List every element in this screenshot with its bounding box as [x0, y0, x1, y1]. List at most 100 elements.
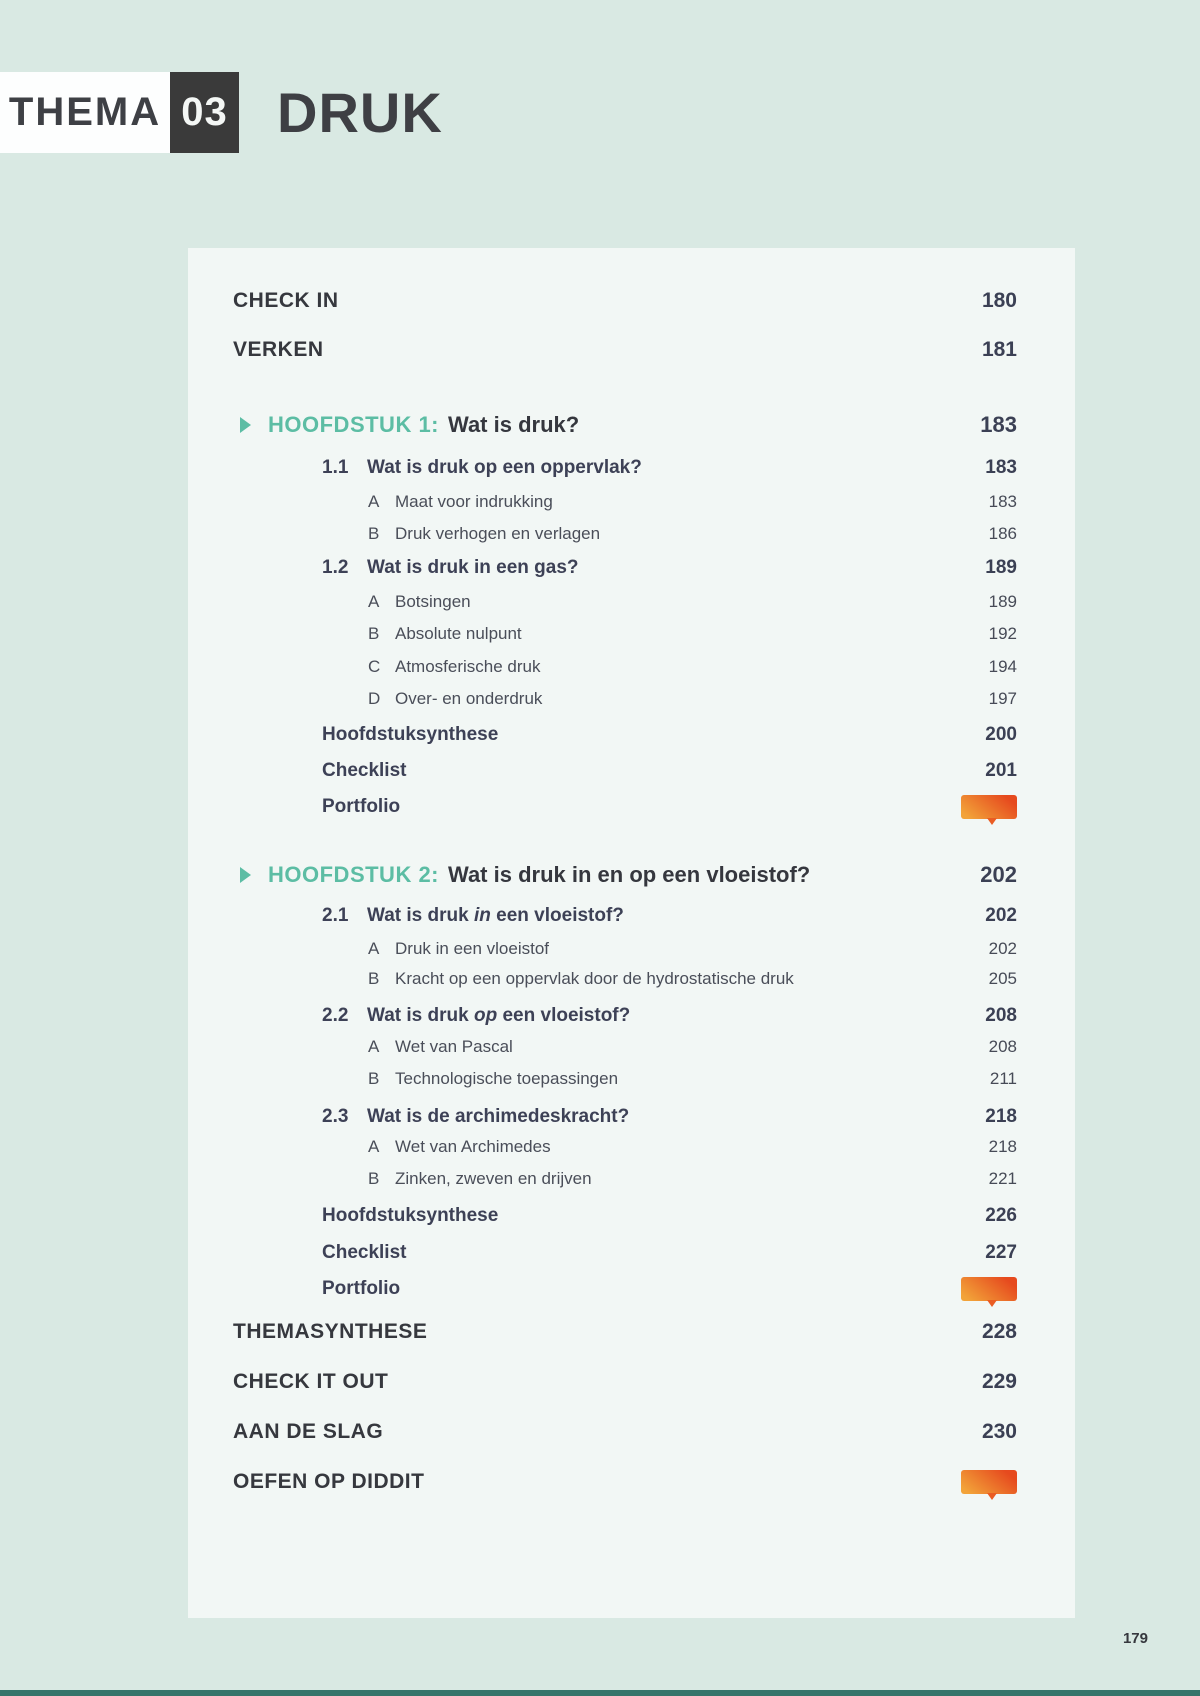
section-page: 208 — [985, 1005, 1017, 1026]
chapter-page: 202 — [980, 862, 1017, 887]
toc-item-page: 230 — [981, 1420, 1017, 1443]
toc-row-sub: A Wet van Pascal 208 — [233, 1037, 1017, 1057]
toc-row-aan-de-slag: AAN DE SLAG 230 — [233, 1421, 1017, 1443]
toc-item-label: OEFEN OP DIDDIT — [233, 1470, 425, 1493]
toc-row-section-1-2: 1.2 Wat is druk in een gas? 189 — [233, 557, 1017, 579]
toc-item-label: CHECK IT OUT — [233, 1370, 389, 1393]
sub-label: Wet van Pascal — [395, 1037, 513, 1056]
chapter-label: HOOFDSTUK 2: — [268, 862, 439, 887]
sub-letter: B — [368, 624, 380, 643]
thema-number: 03 — [181, 90, 228, 134]
extra-label: Hoofdstuksynthese — [322, 724, 499, 745]
toc-row-portfolio: Portfolio — [233, 795, 1017, 819]
toc-panel: CHECK IN 180 VERKEN 181 HOOFDSTUK 1: Wat… — [188, 248, 1075, 1618]
page-title: DRUK — [277, 80, 443, 144]
toc-row-sub: B Kracht op een oppervlak door de hydros… — [233, 969, 1017, 989]
sub-letter: D — [368, 689, 381, 708]
chapter-arrow-icon — [240, 867, 251, 883]
sub-letter: B — [368, 1169, 380, 1188]
sub-label: Kracht op een oppervlak door de hydrosta… — [395, 969, 794, 988]
toc-item-page: 228 — [981, 1320, 1017, 1343]
section-title: Wat is druk in een vloeistof? — [367, 905, 624, 926]
extra-page: 226 — [985, 1205, 1017, 1226]
sub-page: 197 — [988, 689, 1017, 708]
sub-page: 183 — [988, 492, 1017, 511]
extra-label: Hoofdstuksynthese — [322, 1205, 499, 1226]
chapter-label: HOOFDSTUK 1: — [268, 412, 439, 437]
toc-row-sub: C Atmosferische druk 194 — [233, 657, 1017, 677]
portfolio-badge-icon — [961, 1277, 1017, 1301]
section-page: 202 — [985, 905, 1017, 926]
sub-letter: A — [368, 939, 380, 958]
toc-item-label: THEMASYNTHESE — [233, 1320, 428, 1343]
sub-label: Absolute nulpunt — [395, 624, 522, 643]
extra-label: Portfolio — [322, 796, 401, 817]
toc-row-hoofdstuksynthese: Hoofdstuksynthese 200 — [233, 724, 1017, 746]
section-page: 218 — [985, 1106, 1017, 1127]
toc-row-sub: A Wet van Archimedes 218 — [233, 1137, 1017, 1157]
sub-letter: C — [368, 657, 381, 676]
toc-row-sub: B Druk verhogen en verlagen 186 — [233, 524, 1017, 544]
portfolio-badge-icon — [961, 795, 1017, 819]
thema-label: THEMA — [8, 90, 162, 134]
folio-page-number: 179 — [1122, 1630, 1148, 1647]
sub-label: Wet van Archimedes — [395, 1137, 551, 1156]
sub-label: Druk verhogen en verlagen — [395, 524, 601, 543]
toc-row-verken: VERKEN 181 — [233, 339, 1017, 361]
sub-letter: B — [368, 524, 380, 543]
sub-page: 218 — [988, 1137, 1017, 1156]
section-title: Wat is de archimedeskracht? — [367, 1106, 630, 1127]
chapter-title: Wat is druk in en op een vloeistof? — [448, 862, 811, 887]
toc-row-sub: B Zinken, zweven en drijven 221 — [233, 1169, 1017, 1189]
extra-page: 201 — [985, 760, 1017, 781]
toc-row-section-1-1: 1.1 Wat is druk op een oppervlak? 183 — [233, 457, 1017, 479]
sub-letter: A — [368, 592, 380, 611]
sub-page: 205 — [988, 969, 1017, 988]
sub-page: 221 — [988, 1169, 1017, 1188]
sub-page: 211 — [989, 1069, 1017, 1088]
toc-row-check-it-out: CHECK IT OUT 229 — [233, 1371, 1017, 1393]
toc-item-page: 180 — [981, 289, 1017, 312]
toc-item-page: 181 — [981, 338, 1017, 361]
toc-row-sub: D Over- en onderdruk 197 — [233, 689, 1017, 709]
chapter-arrow-icon — [240, 417, 251, 433]
toc-row-check-in: CHECK IN 180 — [233, 290, 1017, 312]
toc-row-sub: B Technologische toepassingen 211 — [233, 1069, 1017, 1089]
sub-label: Zinken, zweven en drijven — [395, 1169, 592, 1188]
sub-label: Over- en onderdruk — [395, 689, 543, 708]
toc-row-sub: A Druk in een vloeistof 202 — [233, 939, 1017, 959]
chapter-page: 183 — [980, 412, 1017, 437]
sub-label: Technologische toepassingen — [395, 1069, 619, 1088]
section-number: 1.2 — [322, 557, 349, 578]
toc-row-section-2-3: 2.3 Wat is de archimedeskracht? 218 — [233, 1106, 1017, 1128]
sub-letter: B — [368, 1069, 380, 1088]
toc-row-sub: A Botsingen 189 — [233, 592, 1017, 612]
sub-letter: B — [368, 969, 380, 988]
section-page: 189 — [985, 557, 1017, 578]
toc-row-section-2-1: 2.1 Wat is druk in een vloeistof? 202 — [233, 905, 1017, 927]
section-number: 1.1 — [322, 457, 349, 478]
toc-row-chapter-1: HOOFDSTUK 1: Wat is druk? 183 — [233, 412, 1017, 438]
toc-row-sub: A Maat voor indrukking 183 — [233, 492, 1017, 512]
section-number: 2.1 — [322, 905, 349, 926]
chapter-title: Wat is druk? — [448, 412, 580, 437]
toc-row-portfolio: Portfolio — [233, 1277, 1017, 1301]
bottom-edge-bar — [0, 1690, 1200, 1696]
sub-label: Druk in een vloeistof — [395, 939, 550, 958]
toc-row-oefen-op-diddit: OEFEN OP DIDDIT — [233, 1470, 1017, 1494]
section-number: 2.2 — [322, 1005, 349, 1026]
toc-row-checklist: Checklist 227 — [233, 1242, 1017, 1264]
toc-item-label: CHECK IN — [233, 289, 339, 312]
section-title: Wat is druk in een gas? — [367, 557, 579, 578]
sub-page: 192 — [988, 624, 1017, 643]
sub-label: Atmosferische druk — [395, 657, 541, 676]
section-title: Wat is druk op een vloeistof? — [367, 1005, 631, 1026]
extra-page: 227 — [985, 1242, 1017, 1263]
toc-row-themasynthese: THEMASYNTHESE 228 — [233, 1321, 1017, 1343]
diddit-badge-icon — [961, 1470, 1017, 1494]
sub-label: Maat voor indrukking — [395, 492, 553, 511]
toc-row-sub: B Absolute nulpunt 192 — [233, 624, 1017, 644]
extra-label: Portfolio — [322, 1278, 401, 1299]
sub-page: 194 — [988, 657, 1017, 676]
